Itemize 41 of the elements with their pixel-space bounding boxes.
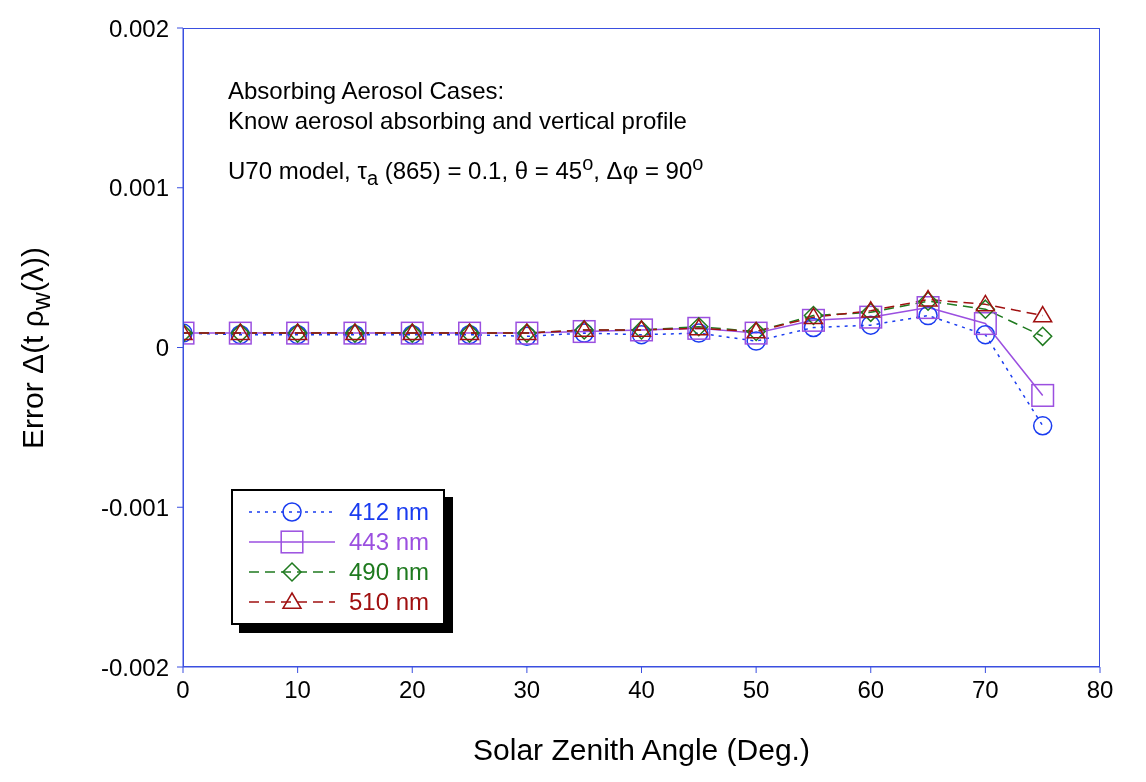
point (1032, 305, 1053, 323)
point (859, 305, 883, 329)
y-tick-label: 0.002 (108, 14, 169, 42)
x-tick-label: 30 (513, 676, 541, 704)
point (916, 296, 940, 320)
annotation: Know aerosol absorbing and vertical profile (228, 106, 688, 136)
point (975, 324, 996, 345)
x-tick-label: 80 (1086, 676, 1114, 704)
x-tick-label: 0 (176, 676, 190, 704)
point (631, 324, 652, 345)
point (746, 331, 766, 351)
point (975, 299, 996, 319)
legend-label: 412 nm (349, 498, 430, 526)
legend-label: 490 nm (349, 558, 430, 586)
point (861, 302, 881, 323)
point (861, 301, 881, 318)
point (861, 315, 881, 335)
point (803, 317, 824, 338)
annotation: Absorbing Aerosol Cases: (228, 76, 506, 106)
y-tick-label: -0.002 (100, 653, 169, 681)
x-tick-label: 50 (742, 676, 770, 704)
x-tick-label: 10 (284, 676, 311, 704)
point (975, 294, 996, 312)
x-tick-label: 20 (398, 676, 426, 704)
point (1031, 383, 1055, 407)
x-tick-label: 40 (628, 676, 655, 704)
legend-label: 443 nm (349, 528, 430, 556)
point (973, 311, 997, 336)
point (1032, 326, 1053, 347)
y-tick-label: 0.001 (108, 174, 169, 202)
y-tick-label: 0 (155, 334, 169, 362)
point (918, 305, 938, 326)
point (801, 308, 825, 332)
annotation: U70 model, τ$_{a}$ (865) = 0.1, θ = 45$^{o}$, Δφ = 90$^{o}$ (228, 151, 704, 191)
point (689, 323, 709, 343)
x-axis-title: Solar Zenith Angle (Deg.) (473, 733, 810, 766)
x-tick-label: 70 (972, 676, 999, 704)
y-tick-label: -0.001 (100, 493, 169, 521)
point (1032, 416, 1053, 436)
x-tick-label: 60 (857, 676, 885, 704)
legend-label: 510 nm (349, 588, 430, 616)
